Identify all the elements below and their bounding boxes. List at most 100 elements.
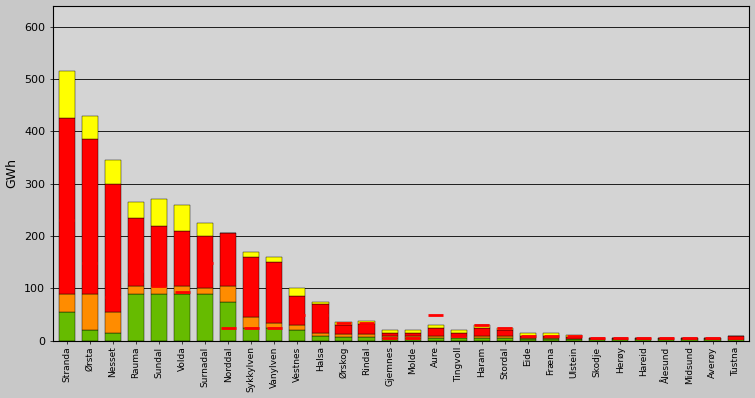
Bar bbox=[289, 330, 306, 341]
Bar bbox=[335, 325, 352, 334]
Bar bbox=[128, 202, 144, 218]
Bar bbox=[451, 338, 467, 341]
Bar bbox=[612, 339, 628, 341]
Bar bbox=[151, 226, 167, 286]
Bar bbox=[59, 294, 75, 312]
Bar bbox=[520, 338, 536, 339]
Bar bbox=[405, 333, 421, 336]
Bar bbox=[128, 294, 144, 341]
Bar bbox=[451, 333, 467, 336]
Bar bbox=[151, 294, 167, 341]
Bar bbox=[728, 336, 744, 339]
Bar bbox=[405, 330, 421, 333]
Bar bbox=[267, 322, 282, 328]
Bar bbox=[543, 339, 559, 341]
Bar bbox=[612, 338, 628, 339]
Bar bbox=[566, 337, 582, 339]
Bar bbox=[427, 328, 444, 336]
Bar bbox=[589, 339, 606, 341]
Bar bbox=[474, 328, 490, 336]
Bar bbox=[82, 115, 98, 139]
Bar bbox=[267, 262, 282, 322]
Bar bbox=[128, 286, 144, 294]
Bar bbox=[704, 338, 720, 339]
Bar bbox=[243, 328, 259, 341]
Bar bbox=[151, 199, 167, 226]
Bar bbox=[197, 223, 213, 236]
Y-axis label: GWh: GWh bbox=[5, 158, 19, 188]
Bar bbox=[381, 330, 398, 333]
Bar bbox=[543, 338, 559, 339]
Bar bbox=[59, 71, 75, 118]
Bar bbox=[405, 338, 421, 341]
Bar bbox=[82, 330, 98, 341]
Bar bbox=[497, 336, 513, 338]
Bar bbox=[59, 312, 75, 341]
Bar bbox=[682, 339, 698, 341]
Bar bbox=[313, 333, 328, 336]
Bar bbox=[174, 286, 190, 294]
Bar bbox=[151, 286, 167, 294]
Bar bbox=[335, 322, 352, 325]
Bar bbox=[243, 252, 259, 257]
Bar bbox=[635, 338, 652, 339]
Bar bbox=[220, 286, 236, 302]
Bar bbox=[359, 324, 374, 334]
Bar bbox=[243, 257, 259, 317]
Bar bbox=[105, 312, 121, 333]
Bar bbox=[335, 334, 352, 337]
Bar bbox=[566, 335, 582, 337]
Bar bbox=[105, 184, 121, 312]
Bar bbox=[220, 302, 236, 341]
Bar bbox=[497, 338, 513, 341]
Bar bbox=[82, 294, 98, 330]
Bar bbox=[174, 205, 190, 231]
Bar bbox=[589, 338, 606, 339]
Bar bbox=[289, 325, 306, 330]
Bar bbox=[682, 338, 698, 339]
Bar bbox=[728, 339, 744, 341]
Bar bbox=[313, 336, 328, 341]
Bar bbox=[267, 257, 282, 262]
Bar bbox=[197, 294, 213, 341]
Bar bbox=[427, 336, 444, 338]
Bar bbox=[474, 336, 490, 338]
Bar bbox=[128, 218, 144, 286]
Bar bbox=[313, 302, 328, 304]
Bar bbox=[566, 339, 582, 341]
Bar bbox=[220, 234, 236, 286]
Bar bbox=[105, 160, 121, 184]
Bar bbox=[635, 339, 652, 341]
Bar bbox=[105, 333, 121, 341]
Bar bbox=[474, 325, 490, 328]
Bar bbox=[543, 336, 559, 338]
Bar bbox=[197, 289, 213, 294]
Bar bbox=[543, 333, 559, 336]
Bar bbox=[658, 338, 674, 339]
Bar bbox=[289, 289, 306, 297]
Bar bbox=[427, 338, 444, 341]
Bar bbox=[359, 321, 374, 324]
Bar bbox=[658, 339, 674, 341]
Bar bbox=[405, 336, 421, 338]
Bar bbox=[520, 339, 536, 341]
Bar bbox=[359, 334, 374, 337]
Bar bbox=[59, 118, 75, 294]
Bar bbox=[174, 294, 190, 341]
Bar bbox=[174, 231, 190, 286]
Bar bbox=[381, 333, 398, 336]
Bar bbox=[497, 330, 513, 336]
Bar bbox=[451, 336, 467, 338]
Bar bbox=[704, 339, 720, 341]
Bar bbox=[520, 336, 536, 338]
Bar bbox=[520, 333, 536, 336]
Bar bbox=[289, 297, 306, 325]
Bar bbox=[451, 330, 467, 333]
Bar bbox=[313, 304, 328, 333]
Bar bbox=[359, 337, 374, 341]
Bar bbox=[267, 328, 282, 341]
Bar bbox=[381, 336, 398, 338]
Bar bbox=[497, 328, 513, 330]
Bar bbox=[243, 317, 259, 328]
Bar bbox=[474, 338, 490, 341]
